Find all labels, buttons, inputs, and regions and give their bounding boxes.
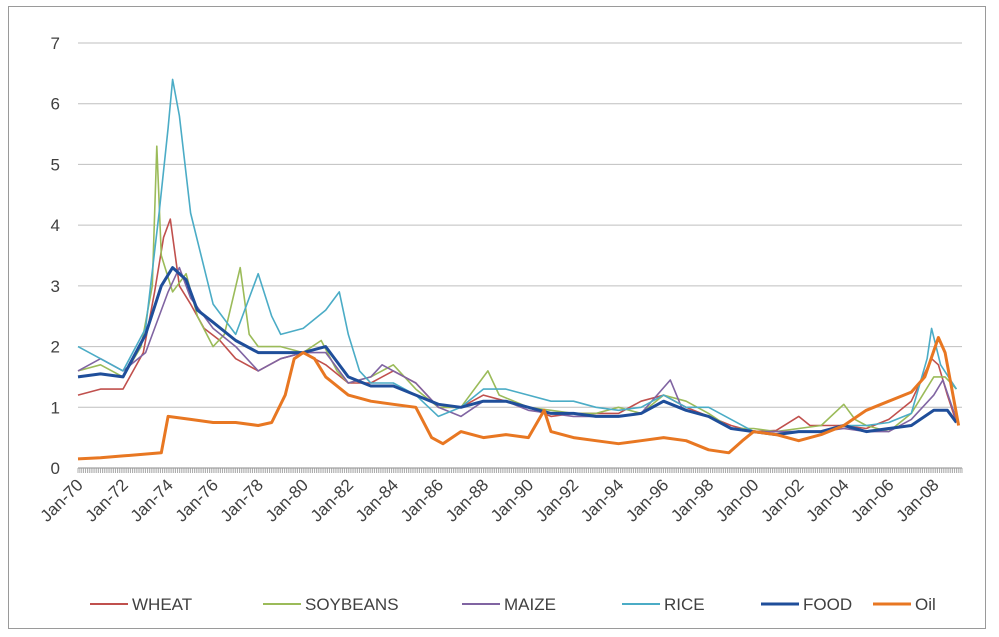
x-axis-minor-ticks xyxy=(77,468,963,473)
y-tick-label: 0 xyxy=(51,459,60,478)
x-tick-label: Jan-98 xyxy=(667,475,717,525)
y-axis-ticks: 0 1 2 3 4 5 6 7 xyxy=(51,34,60,478)
x-tick-label: Jan-02 xyxy=(757,475,807,525)
x-tick-label: Jan-72 xyxy=(82,475,132,525)
x-tick-label: Jan-96 xyxy=(622,475,672,525)
gridlines xyxy=(78,42,962,408)
y-tick-label: 6 xyxy=(51,95,60,114)
x-tick-label: Jan-92 xyxy=(532,475,582,525)
series-line-rice xyxy=(77,78,958,436)
y-tick-label: 4 xyxy=(51,216,60,235)
x-tick-label: Jan-90 xyxy=(487,475,537,525)
x-axis: Jan-70Jan-72Jan-74Jan-76Jan-78Jan-80Jan-… xyxy=(37,467,963,526)
y-tick-label: 5 xyxy=(51,155,60,174)
x-tick-label: Jan-82 xyxy=(307,475,357,525)
series-lines xyxy=(77,78,961,461)
series-line-oil xyxy=(77,336,961,461)
y-tick-label: 1 xyxy=(51,398,60,417)
x-tick-label: Jan-08 xyxy=(892,475,942,525)
legend-label-soybeans: SOYBEANS xyxy=(305,595,399,614)
legend-label-food: FOOD xyxy=(803,595,852,614)
x-tick-label: Jan-00 xyxy=(712,475,762,525)
x-tick-label: Jan-86 xyxy=(397,475,447,525)
chart-frame xyxy=(8,6,986,629)
series-line-food xyxy=(77,266,958,437)
y-tick-label: 7 xyxy=(51,34,60,53)
x-tick-label: Jan-06 xyxy=(847,475,897,525)
legend: WHEAT SOYBEANS MAIZE RICE FOOD Oil xyxy=(90,595,936,614)
x-tick-label: Jan-94 xyxy=(577,475,627,525)
x-tick-label: Jan-04 xyxy=(802,475,852,525)
x-tick-label: Jan-70 xyxy=(37,475,87,525)
y-tick-label: 3 xyxy=(51,277,60,296)
legend-label-rice: RICE xyxy=(664,595,705,614)
x-tick-label: Jan-84 xyxy=(352,475,402,525)
y-tick-label: 2 xyxy=(51,338,60,357)
x-tick-label: Jan-80 xyxy=(262,475,312,525)
x-tick-label: Jan-76 xyxy=(172,475,222,525)
legend-label-maize: MAIZE xyxy=(504,595,556,614)
x-tick-label: Jan-74 xyxy=(127,475,177,525)
x-tick-label: Jan-78 xyxy=(217,475,267,525)
series-line-wheat xyxy=(77,218,958,433)
legend-label-wheat: WHEAT xyxy=(132,595,192,614)
x-tick-label: Jan-88 xyxy=(442,475,492,525)
legend-label-oil: Oil xyxy=(915,595,936,614)
